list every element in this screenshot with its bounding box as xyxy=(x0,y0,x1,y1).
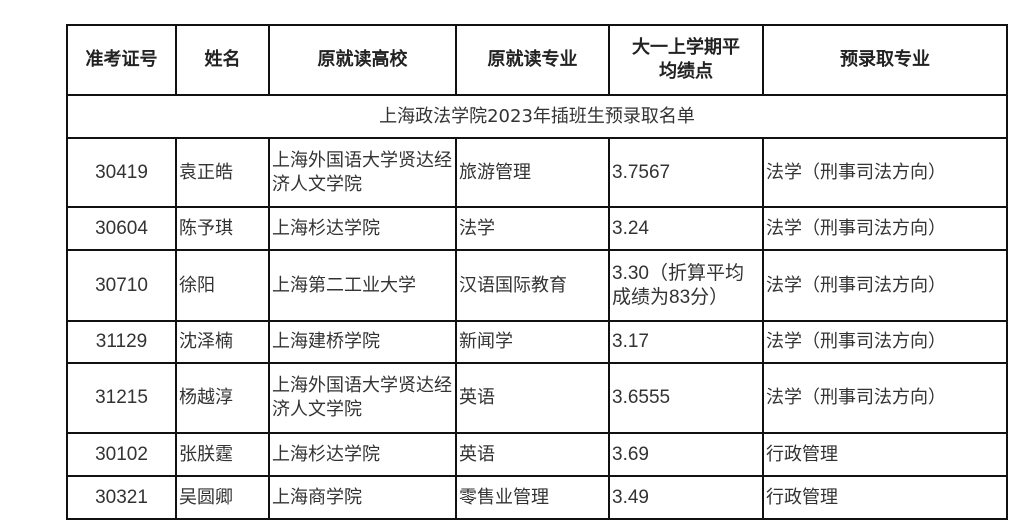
cell-school: 上海杉达学院 xyxy=(268,432,457,477)
cell-target: 法学（刑事司法方向） xyxy=(762,362,1008,434)
table-row: 30419 袁正皓 上海外国语大学贤达经济人文学院 旅游管理 3.7567 法学（刑事司法… xyxy=(66,137,1008,208)
cell-major: 汉语国际教育 xyxy=(455,249,610,322)
table-row: 30710 徐阳 上海第二工业大学 汉语国际教育 3.30（折算平均成绩为83分） 法学（… xyxy=(66,249,1008,322)
cell-id: 30710 xyxy=(66,249,177,322)
cell-id: 30102 xyxy=(66,432,177,477)
header-cell: 原就读专业 xyxy=(455,24,610,96)
cell-name: 沈泽楠 xyxy=(175,320,270,364)
cell-school: 上海建桥学院 xyxy=(268,320,457,364)
table-row: 30604 陈予琪 上海杉达学院 法学 3.24 法学（刑事司法方向） xyxy=(66,206,1008,251)
cell-gpa: 3.17 xyxy=(608,320,764,364)
cell-target: 法学（刑事司法方向） xyxy=(762,206,1008,251)
cell-name: 陈予琪 xyxy=(175,206,270,251)
header-cell: 姓名 xyxy=(175,24,270,96)
cell-school: 上海外国语大学贤达经济人文学院 xyxy=(268,137,457,208)
cell-target: 法学（刑事司法方向） xyxy=(762,320,1008,364)
cell-name: 吴圆卿 xyxy=(175,475,270,520)
cell-name: 杨越淳 xyxy=(175,362,270,434)
cell-name: 袁正皓 xyxy=(175,137,270,208)
header-row: 准考证号 姓名 原就读高校 原就读专业 大一上学期平均绩点 预录取专业 xyxy=(66,24,1008,96)
cell-major: 新闻学 xyxy=(455,320,610,364)
table-row: 30321 吴圆卿 上海商学院 零售业管理 3.49 行政管理 xyxy=(66,475,1008,520)
header-cell: 原就读高校 xyxy=(268,24,457,96)
cell-gpa: 3.6555 xyxy=(608,362,764,434)
cell-target: 法学（刑事司法方向） xyxy=(762,137,1008,208)
table-row: 31215 杨越淳 上海外国语大学贤达经济人文学院 英语 3.6555 法学（刑事司法方向… xyxy=(66,362,1008,434)
cell-major: 法学 xyxy=(455,206,610,251)
cell-id: 31129 xyxy=(66,320,177,364)
cell-id: 31215 xyxy=(66,362,177,434)
cell-target: 行政管理 xyxy=(762,475,1008,520)
cell-school: 上海第二工业大学 xyxy=(268,249,457,322)
cell-school: 上海外国语大学贤达经济人文学院 xyxy=(268,362,457,434)
cell-major: 旅游管理 xyxy=(455,137,610,208)
header-cell: 大一上学期平均绩点 xyxy=(608,24,764,96)
cell-id: 30321 xyxy=(66,475,177,520)
cell-target: 法学（刑事司法方向） xyxy=(762,249,1008,322)
cell-id: 30604 xyxy=(66,206,177,251)
table-title: 上海政法学院2023年插班生预录取名单 xyxy=(66,94,1008,139)
cell-major: 零售业管理 xyxy=(455,475,610,520)
cell-target: 行政管理 xyxy=(762,432,1008,477)
admission-table: 上海政法学院2023年插班生预录取名单 准考证号 姓名 原就读高校 原就读专业 … xyxy=(66,24,1008,520)
cell-major: 英语 xyxy=(455,362,610,434)
cell-gpa: 3.69 xyxy=(608,432,764,477)
cell-gpa: 3.7567 xyxy=(608,137,764,208)
cell-gpa: 3.24 xyxy=(608,206,764,251)
table-row: 31129 沈泽楠 上海建桥学院 新闻学 3.17 法学（刑事司法方向） xyxy=(66,320,1008,364)
table-row: 30102 张朕霆 上海杉达学院 英语 3.69 行政管理 xyxy=(66,432,1008,477)
cell-id: 30419 xyxy=(66,137,177,208)
cell-gpa: 3.49 xyxy=(608,475,764,520)
cell-gpa: 3.30（折算平均成绩为83分） xyxy=(608,249,764,322)
cell-school: 上海商学院 xyxy=(268,475,457,520)
header-cell: 预录取专业 xyxy=(762,24,1008,96)
cell-major: 英语 xyxy=(455,432,610,477)
header-cell: 准考证号 xyxy=(66,24,177,96)
cell-name: 徐阳 xyxy=(175,249,270,322)
cell-name: 张朕霆 xyxy=(175,432,270,477)
cell-school: 上海杉达学院 xyxy=(268,206,457,251)
